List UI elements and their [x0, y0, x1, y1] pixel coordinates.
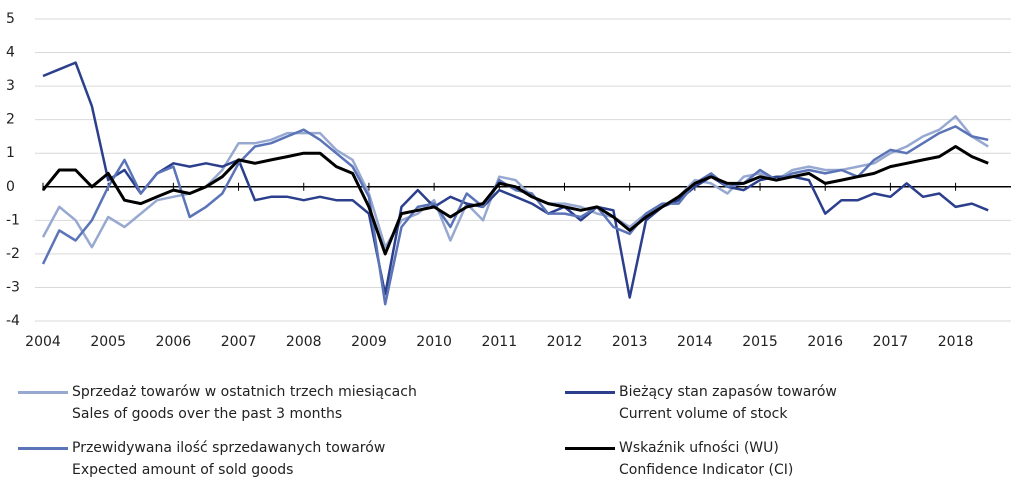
y-tick-label: 0	[6, 179, 15, 195]
legend-swatch	[565, 391, 615, 394]
y-tick-label: -2	[6, 246, 20, 262]
x-tick-label: 2005	[90, 334, 126, 350]
x-tick-label: 2017	[873, 334, 909, 350]
x-tick-label: 2016	[807, 334, 843, 350]
x-tick-label: 2014	[677, 334, 713, 350]
series-line	[41, 115, 989, 249]
y-tick-label: -4	[6, 313, 20, 329]
x-tick-label: 2018	[938, 334, 974, 350]
legend-label: Przewidywana ilość sprzedawanych towarów…	[72, 440, 386, 478]
legend-label: Sprzedaż towarów w ostatnich trzech mies…	[72, 384, 417, 422]
y-tick-label: -3	[6, 279, 20, 295]
x-tick-label: 2010	[416, 334, 452, 350]
x-tick-label: 2013	[612, 334, 648, 350]
legend-item: Bieżący stan zapasów towarów Current vol…	[565, 381, 837, 425]
y-tick-label: 3	[6, 78, 15, 94]
legend-label: Bieżący stan zapasów towarów Current vol…	[619, 384, 837, 422]
y-tick-label: -1	[6, 212, 20, 228]
x-tick-label: 2009	[351, 334, 387, 350]
x-tick-label: 2008	[286, 334, 322, 350]
legend-swatch	[18, 391, 68, 394]
y-tick-label: 1	[6, 145, 15, 161]
series-line	[41, 125, 989, 306]
legend-swatch	[18, 447, 68, 450]
legend-item: Sprzedaż towarów w ostatnich trzech mies…	[18, 381, 417, 425]
x-tick-label: 2012	[547, 334, 583, 350]
x-tick-label: 2015	[742, 334, 778, 350]
y-tick-label: 2	[6, 112, 15, 128]
x-tick-label: 2007	[221, 334, 257, 350]
y-tick-label: 5	[6, 11, 15, 27]
series-line	[42, 61, 989, 299]
legend-item: Przewidywana ilość sprzedawanych towarów…	[18, 437, 385, 481]
y-tick-label: 4	[6, 45, 15, 61]
legend-label: Wskaźnik ufności (WU) Confidence Indicat…	[619, 440, 794, 478]
legend-item: Wskaźnik ufności (WU) Confidence Indicat…	[565, 437, 793, 481]
chart: -4 -3 -2 -1 0 1 2 3 4 5 2004 2005 2006 2007 2008 2009 20…	[6, 11, 1011, 350]
legend-swatch	[565, 447, 615, 450]
x-tick-label: 2011	[481, 334, 517, 350]
x-tick-label: 2004	[25, 334, 61, 350]
x-tick-label: 2006	[156, 334, 192, 350]
series-line	[41, 145, 989, 256]
